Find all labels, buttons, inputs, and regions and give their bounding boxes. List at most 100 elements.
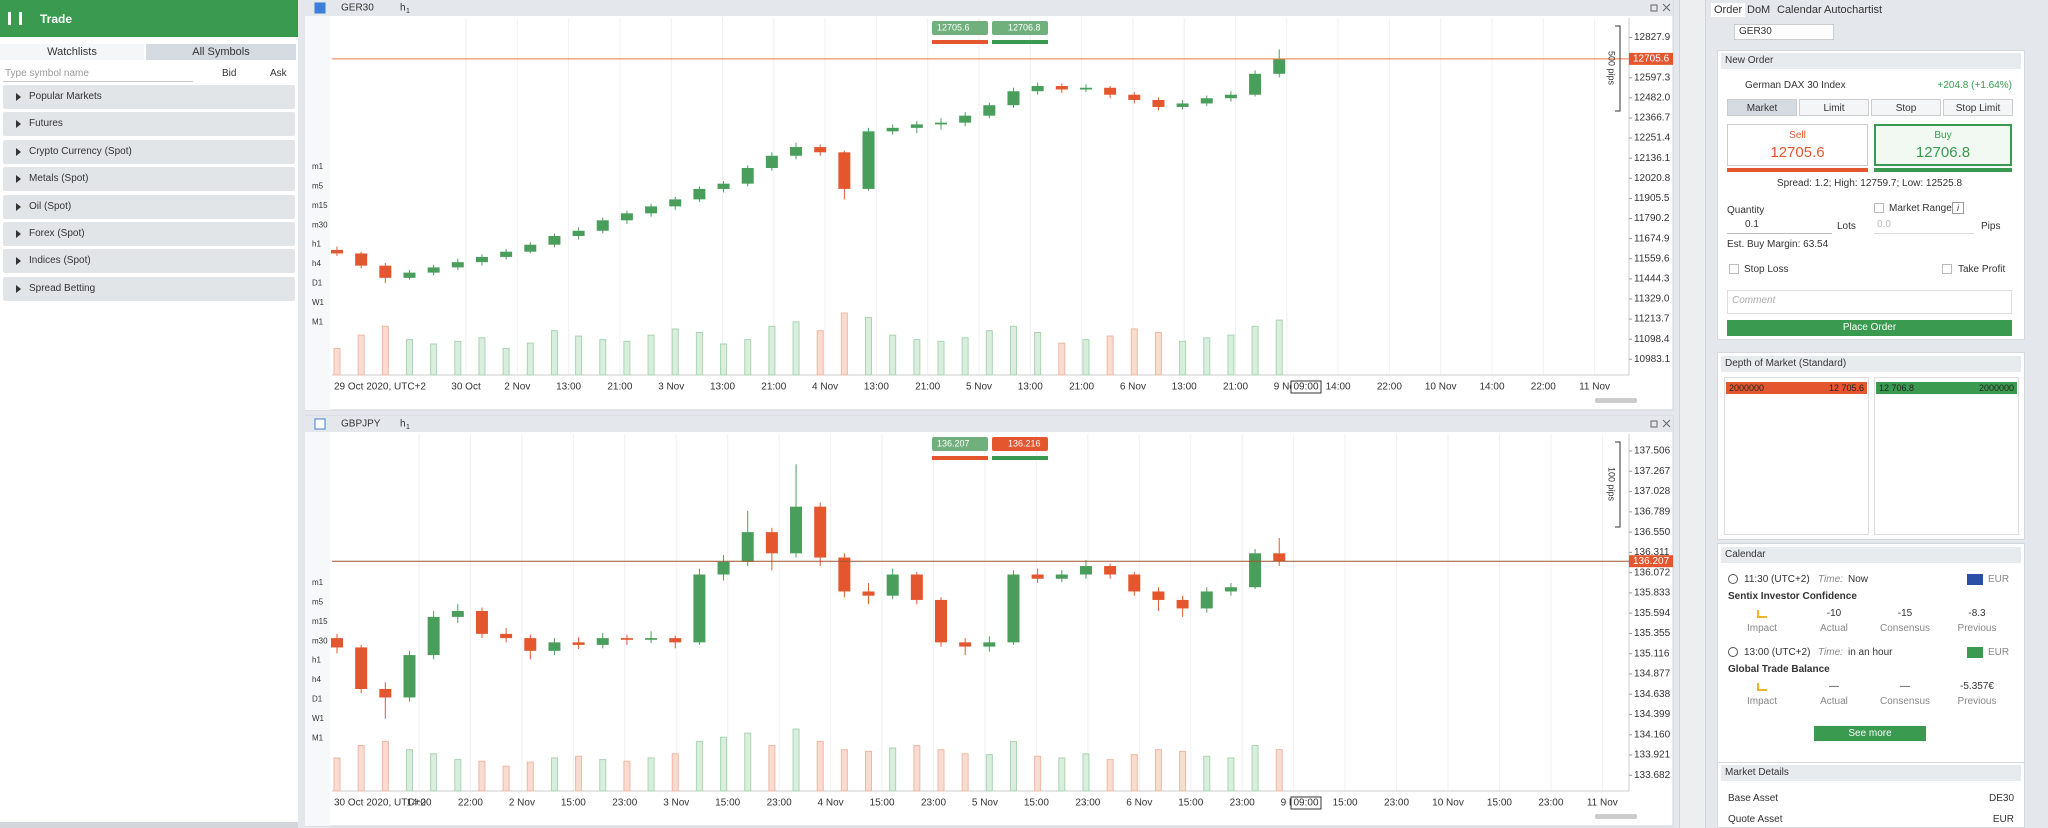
panel-tab[interactable]: DoM	[1747, 4, 1771, 16]
x-tick-label: 30 Oct 2020, UTC+2	[334, 798, 426, 809]
quantity-input[interactable]: 0.1	[1727, 219, 1832, 234]
order-type[interactable]: Limit	[1799, 99, 1869, 116]
candle-body	[959, 642, 972, 647]
checkbox[interactable]	[1942, 264, 1952, 274]
x-tick-label: 15:00	[1024, 798, 1049, 809]
buy-button[interactable]: Buy 12706.8	[1874, 124, 2012, 166]
bid-price: 12 705.6	[1828, 383, 1864, 393]
group-row[interactable]: Futures	[3, 112, 295, 137]
group-label: Popular Markets	[29, 91, 102, 102]
flag	[1967, 574, 1983, 585]
expand-arrow	[16, 93, 21, 101]
price-label-bg	[1629, 52, 1673, 65]
range-bracket	[1615, 25, 1621, 112]
see-more[interactable]: See more	[1814, 726, 1926, 741]
chart-timeframe-sub: 1	[406, 8, 410, 15]
y-tick-label: 136.789	[1634, 506, 1671, 517]
checkbox[interactable]	[1729, 264, 1739, 274]
volume-bar	[333, 347, 341, 376]
chart-symbol: GBPJPY	[341, 419, 381, 430]
x-tick-label: 13:00	[864, 382, 889, 393]
ask-row[interactable]: 12 706.8 2000000	[1876, 382, 2017, 394]
place-order[interactable]: Place Order	[1727, 320, 2012, 336]
volume-bar	[1227, 334, 1235, 376]
scrollbar	[1595, 398, 1637, 403]
x-tick-label: 30 Oct	[451, 382, 481, 393]
expand-arrow	[16, 147, 21, 156]
order-type[interactable]: Stop	[1871, 99, 1941, 116]
candle-body	[1055, 86, 1068, 90]
x-tick-label: 4 Nov	[812, 382, 838, 393]
timeframe-button: W1	[312, 298, 325, 307]
x-tick-label: 23:00	[1538, 798, 1563, 809]
volume-bar	[1179, 340, 1187, 376]
change: +204.8 (+1.64%)	[1937, 80, 2013, 91]
group-row[interactable]: Crypto Currency (Spot)	[3, 139, 295, 164]
order-type[interactable]: Stop Limit	[1943, 99, 2013, 116]
comment-input[interactable]: Comment	[1727, 290, 2012, 314]
x-tick-label: 13:00	[710, 382, 735, 393]
candle-body	[524, 244, 537, 252]
panel-tab[interactable]: Order	[1711, 3, 1746, 17]
candle-body	[620, 638, 633, 640]
left-scroll	[0, 822, 298, 828]
x-tick-label: 10 Nov	[1432, 798, 1464, 809]
group-label: Crypto Currency (Spot)	[29, 145, 132, 157]
candle-body	[1224, 587, 1237, 592]
group-row[interactable]: Indices (Spot)	[3, 249, 295, 274]
y-tick-label: 135.355	[1634, 628, 1671, 639]
volume-bar	[720, 736, 728, 792]
volume-bar	[961, 753, 969, 792]
volume-bar	[1106, 759, 1114, 792]
group-row[interactable]: Metals (Spot)	[3, 167, 295, 192]
stop-loss: Stop Loss	[1744, 264, 1789, 275]
card-title: Depth of Market (Standard)	[1721, 356, 2021, 372]
event-name: Global Trade Balance	[1728, 664, 1830, 675]
candle-body	[886, 574, 899, 596]
timeframe-button: h4	[312, 675, 321, 684]
event-time: 13:00 (UTC+2)	[1744, 647, 1811, 658]
panel-tab[interactable]: Calendar	[1777, 4, 1822, 16]
sell-button[interactable]: Sell 12705.6	[1727, 124, 1868, 166]
timeframe-button: h1	[312, 240, 321, 249]
x-tick-label: 14:00	[406, 798, 431, 809]
timeframe-button: M1	[312, 733, 324, 742]
chart-timeframe: h	[400, 419, 406, 430]
window-button	[1650, 4, 1658, 12]
tab[interactable]: Watchlists	[0, 44, 144, 60]
chart-header	[305, 0, 1673, 16]
expand-arrow	[16, 175, 21, 184]
volume-bar	[913, 339, 921, 376]
volume-bar	[1251, 745, 1259, 792]
panel-tab[interactable]: Autochartist	[1824, 4, 1883, 16]
column-label: Previous	[1957, 623, 1997, 634]
search-box[interactable]: Type symbol name	[3, 66, 193, 82]
candle-body	[1055, 574, 1068, 579]
clock-icon	[1728, 647, 1738, 657]
group-row[interactable]: Popular Markets	[3, 85, 295, 109]
info-icon[interactable]: i	[1952, 202, 1964, 214]
checkbox[interactable]	[1874, 203, 1884, 213]
volume-bar	[1082, 339, 1090, 376]
candle-body	[1176, 103, 1189, 107]
x-tick-label: 3 Nov	[658, 382, 684, 393]
column-label: Impact	[1746, 696, 1777, 707]
group-row[interactable]: Oil (Spot)	[3, 194, 295, 219]
bid-row[interactable]: 2000000 12 705.6	[1726, 382, 1867, 394]
group-row[interactable]: Spread Betting	[3, 276, 295, 301]
symbol-select[interactable]: GER30	[1734, 24, 1834, 40]
volume-bar	[1227, 757, 1235, 792]
group-row[interactable]: Forex (Spot)	[3, 222, 295, 246]
candle-body	[645, 206, 658, 214]
tab[interactable]: All Symbols	[146, 44, 296, 60]
volume-bar	[768, 325, 776, 376]
candle-body	[862, 131, 875, 189]
sell-label: Sell	[1789, 130, 1806, 141]
x-tick-label: 23:00	[1075, 798, 1100, 809]
order-type[interactable]: Market	[1727, 99, 1797, 116]
candle-body	[355, 647, 368, 689]
y-tick-label: 12366.7	[1634, 113, 1671, 124]
volume-bar	[502, 347, 510, 376]
quick-buy-price: 12706.8	[1008, 22, 1041, 32]
volume-bar	[1251, 325, 1259, 376]
